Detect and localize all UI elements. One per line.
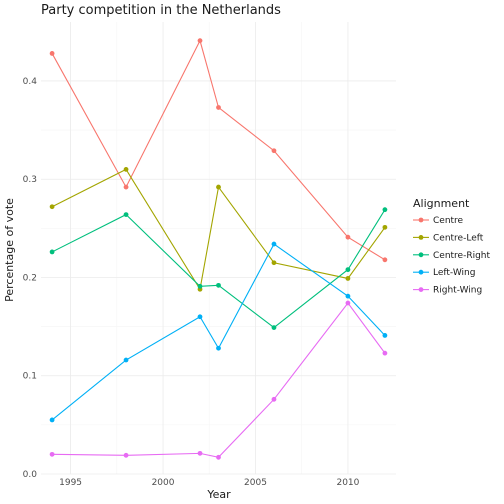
data-point-right-wing bbox=[49, 451, 55, 457]
x-tick-label: 1995 bbox=[59, 478, 82, 488]
legend-key-point bbox=[418, 252, 424, 258]
y-tick-label: 0.2 bbox=[23, 273, 37, 283]
data-point-centre bbox=[271, 148, 277, 154]
legend-label: Right-Wing bbox=[433, 286, 482, 296]
data-point-left-wing bbox=[123, 357, 129, 363]
data-point-left-wing bbox=[271, 241, 277, 247]
legend-item-centre-right: Centre-Right bbox=[413, 251, 491, 261]
legend-key-point bbox=[418, 217, 424, 223]
data-point-left-wing bbox=[345, 293, 351, 299]
data-point-centre bbox=[197, 38, 203, 44]
x-tick-label: 2005 bbox=[244, 478, 267, 488]
data-point-centre-right bbox=[382, 207, 388, 213]
data-point-centre bbox=[123, 184, 129, 190]
legend-item-right-wing: Right-Wing bbox=[413, 286, 482, 296]
legend-label: Centre-Left bbox=[433, 233, 484, 243]
data-point-centre-left bbox=[123, 166, 129, 172]
legend-key-point bbox=[418, 287, 424, 292]
x-axis-title: Year bbox=[206, 488, 231, 501]
data-point-centre bbox=[49, 51, 55, 56]
legend-item-centre: Centre bbox=[413, 216, 464, 226]
legend-item-left-wing: Left-Wing bbox=[413, 268, 475, 278]
series-centre-right bbox=[49, 207, 388, 330]
data-point-centre-left bbox=[49, 204, 55, 210]
data-point-right-wing bbox=[345, 300, 351, 306]
chart-title: Party competition in the Netherlands bbox=[41, 3, 281, 18]
grid-layer bbox=[41, 22, 396, 475]
data-point-centre-left bbox=[271, 260, 277, 266]
legend-label: Centre bbox=[433, 216, 464, 226]
data-point-right-wing bbox=[271, 396, 277, 402]
legend: Alignment Centre Centre-Left Centre-Right L… bbox=[413, 197, 491, 296]
y-tick-label: 0.3 bbox=[23, 175, 37, 185]
series-centre bbox=[49, 38, 388, 263]
data-point-centre-right bbox=[271, 325, 277, 330]
y-tick-label: 0.4 bbox=[23, 77, 38, 87]
legend-title: Alignment bbox=[413, 197, 470, 210]
data-point-centre bbox=[382, 257, 388, 263]
axis-layer: 1995 2000 2005 2010 0.0 0.1 0.2 0.3 0.4 bbox=[23, 77, 360, 488]
y-axis-title: Percentage of vote bbox=[3, 198, 16, 302]
data-point-centre-right bbox=[216, 282, 221, 288]
x-tick-label: 2010 bbox=[336, 478, 359, 488]
data-point-left-wing bbox=[216, 345, 221, 351]
y-tick-label: 0.0 bbox=[23, 470, 38, 480]
series-left-wing bbox=[49, 241, 388, 423]
data-point-centre-right bbox=[123, 212, 129, 217]
legend-item-centre-left: Centre-Left bbox=[413, 233, 484, 243]
legend-items: Centre Centre-Left Centre-Right Left-Wing Ri… bbox=[413, 216, 491, 296]
data-point-centre-right bbox=[345, 267, 351, 273]
data-point-centre-left bbox=[382, 224, 388, 230]
data-point-centre-left bbox=[216, 184, 221, 190]
legend-key-point bbox=[418, 235, 424, 240]
legend-label: Left-Wing bbox=[433, 268, 475, 278]
y-tick-label: 0.1 bbox=[23, 372, 37, 382]
data-point-centre bbox=[216, 105, 221, 110]
data-point-right-wing bbox=[197, 450, 203, 456]
data-point-centre-right bbox=[49, 249, 55, 255]
x-tick-label: 2000 bbox=[152, 478, 175, 488]
data-point-centre-right bbox=[197, 283, 203, 289]
data-point-right-wing bbox=[382, 350, 388, 356]
data-point-left-wing bbox=[382, 333, 388, 338]
series-right-wing bbox=[49, 300, 388, 460]
series-layer bbox=[49, 38, 388, 460]
legend-key-point bbox=[418, 269, 424, 275]
data-point-right-wing bbox=[123, 452, 129, 458]
data-point-centre-left bbox=[345, 276, 351, 281]
data-point-centre bbox=[345, 234, 351, 240]
legend-label: Centre-Right bbox=[433, 251, 491, 261]
data-point-right-wing bbox=[216, 454, 221, 460]
data-point-left-wing bbox=[197, 314, 203, 320]
data-point-left-wing bbox=[49, 417, 55, 423]
